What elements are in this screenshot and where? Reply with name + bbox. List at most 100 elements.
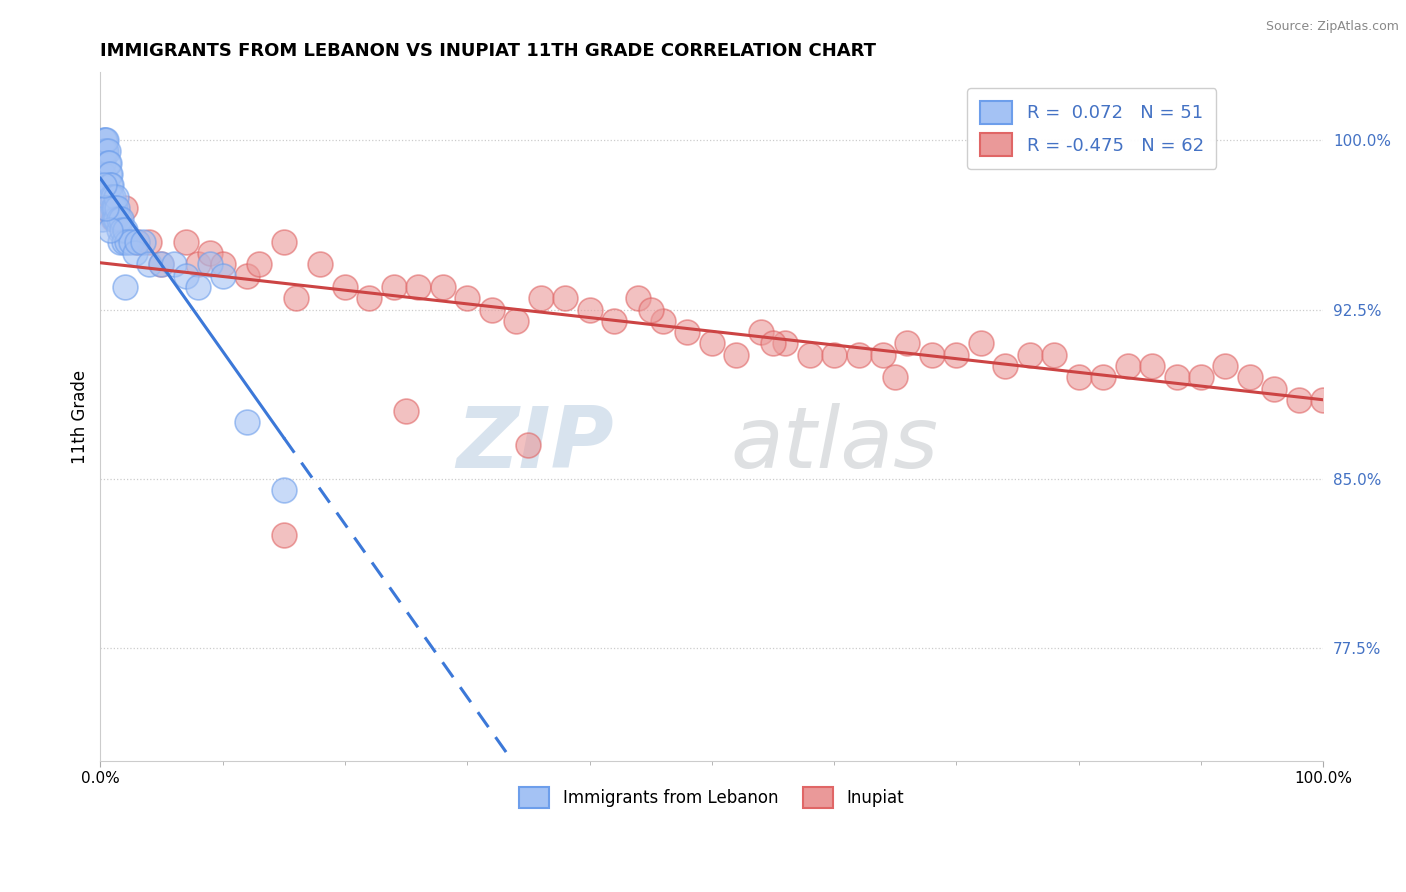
Point (285, 291, 308, 305)
Point (211, 268, 233, 283)
Point (1239, 370, 1261, 384)
Point (848, 348, 870, 362)
Point (1043, 348, 1066, 362)
Point (823, 348, 845, 362)
Point (200, 257, 222, 271)
Point (91, 155, 114, 169)
Point (187, 257, 209, 271)
Point (1116, 359, 1139, 373)
Point (97, 145, 120, 159)
Point (112, 235, 135, 249)
Point (103, 201, 125, 215)
Point (627, 291, 650, 305)
Point (309, 257, 332, 271)
Point (98, 167, 121, 181)
Point (107, 223, 129, 237)
Point (211, 257, 233, 271)
Point (247, 257, 270, 271)
Point (921, 348, 943, 362)
Point (273, 235, 295, 249)
Point (101, 201, 124, 215)
Point (100, 189, 122, 203)
Point (408, 280, 430, 294)
Point (382, 280, 405, 294)
Legend: Immigrants from Lebanon, Inupiat: Immigrants from Lebanon, Inupiat (513, 780, 911, 814)
Point (107, 201, 129, 215)
Point (97, 155, 120, 169)
Point (799, 348, 821, 362)
Point (432, 280, 454, 294)
Point (333, 280, 356, 294)
Point (481, 302, 503, 317)
Point (104, 201, 127, 215)
Point (96, 201, 118, 215)
Point (872, 348, 894, 362)
Point (120, 235, 142, 249)
Point (884, 370, 907, 384)
Point (236, 416, 259, 430)
Point (105, 189, 128, 203)
Point (97, 155, 120, 169)
Text: IMMIGRANTS FROM LEBANON VS INUPIAT 11TH GRADE CORRELATION CHART: IMMIGRANTS FROM LEBANON VS INUPIAT 11TH … (100, 42, 876, 60)
Point (174, 235, 197, 249)
Point (90, 212, 112, 227)
Point (93, 133, 115, 147)
Point (111, 223, 134, 237)
Point (554, 291, 576, 305)
Point (125, 235, 148, 249)
Point (236, 268, 259, 283)
Point (96, 145, 118, 159)
Point (105, 212, 128, 227)
Point (970, 336, 993, 351)
Point (107, 212, 129, 227)
Point (108, 235, 131, 249)
Point (138, 257, 160, 271)
Point (138, 235, 160, 249)
Point (529, 291, 551, 305)
Point (1215, 359, 1237, 373)
Point (1263, 382, 1285, 396)
Point (725, 348, 748, 362)
Point (505, 314, 527, 328)
Point (98, 178, 121, 193)
Point (114, 201, 136, 215)
Point (773, 336, 796, 351)
Point (174, 268, 197, 283)
Point (700, 336, 723, 351)
Point (96, 201, 118, 215)
Point (359, 291, 381, 305)
Point (945, 348, 967, 362)
Point (103, 212, 125, 227)
Point (749, 325, 772, 339)
Point (994, 359, 1017, 373)
Point (640, 302, 662, 317)
Text: Source: ZipAtlas.com: Source: ZipAtlas.com (1265, 20, 1399, 33)
Point (762, 336, 785, 351)
Point (273, 483, 295, 497)
Point (100, 178, 122, 193)
Point (603, 314, 626, 328)
Point (96, 133, 118, 147)
Point (1312, 392, 1334, 407)
Point (150, 257, 173, 271)
Point (94, 145, 117, 159)
Point (651, 314, 673, 328)
Point (1092, 370, 1115, 384)
Point (117, 235, 139, 249)
Point (150, 257, 173, 271)
Text: atlas: atlas (730, 403, 938, 486)
Point (1067, 370, 1090, 384)
Point (578, 302, 600, 317)
Point (395, 404, 418, 418)
Point (104, 212, 127, 227)
Point (94, 133, 117, 147)
Point (125, 235, 148, 249)
Point (101, 212, 124, 227)
Y-axis label: 11th Grade: 11th Grade (72, 369, 89, 464)
Point (517, 438, 540, 452)
Point (163, 257, 186, 271)
Point (1189, 370, 1212, 384)
Point (101, 189, 124, 203)
Point (456, 291, 478, 305)
Point (110, 212, 132, 227)
